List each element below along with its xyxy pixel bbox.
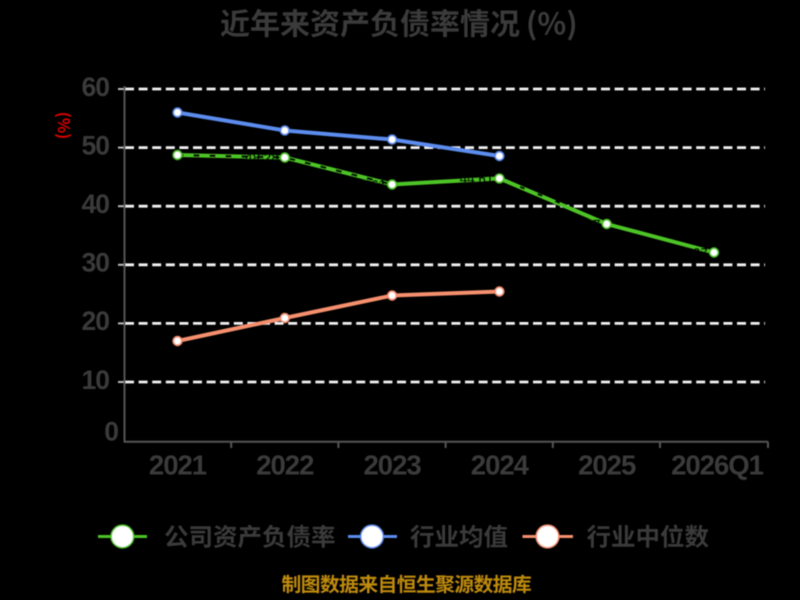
svg-text:40: 40 <box>82 189 110 219</box>
svg-text:43.61: 43.61 <box>352 178 386 193</box>
svg-text:48.28: 48.28 <box>245 151 279 166</box>
svg-text:2021: 2021 <box>149 450 207 481</box>
svg-text:30: 30 <box>82 248 110 278</box>
svg-text:2024: 2024 <box>471 450 530 481</box>
svg-text:60: 60 <box>82 72 110 102</box>
svg-text:0: 0 <box>104 417 118 447</box>
svg-text:36.97: 36.97 <box>567 217 601 232</box>
svg-text:10: 10 <box>82 365 110 395</box>
svg-text:2023: 2023 <box>364 450 422 481</box>
svg-text:20: 20 <box>82 306 110 336</box>
svg-text:2026Q1: 2026Q1 <box>671 450 764 481</box>
svg-text:49.08: 49.08 <box>138 148 172 163</box>
svg-text:2025: 2025 <box>578 450 636 481</box>
svg-text:31.97: 31.97 <box>674 246 708 261</box>
svg-text:50: 50 <box>82 130 110 160</box>
svg-text:44.61: 44.61 <box>460 171 494 186</box>
svg-text:2022: 2022 <box>256 450 314 481</box>
